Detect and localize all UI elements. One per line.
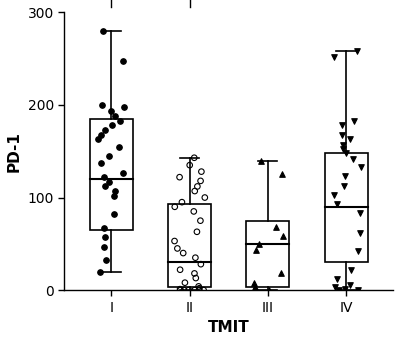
Point: [172, 204, 178, 210]
Point: [252, 287, 258, 293]
Point: [112, 188, 118, 194]
Point: [106, 153, 113, 159]
Point: [198, 261, 204, 267]
Point: [258, 158, 264, 163]
Point: [346, 136, 353, 142]
Bar: [168, 204, 211, 287]
Point: [171, 238, 178, 244]
Point: [97, 160, 104, 166]
Point: [266, 287, 272, 293]
Point: [190, 209, 197, 214]
Point: [251, 280, 258, 286]
Point: [334, 201, 340, 207]
Point: [102, 184, 108, 189]
Point: [332, 285, 338, 290]
Point: [342, 286, 348, 292]
Point: [350, 118, 357, 123]
Point: [177, 267, 183, 273]
X-axis label: TMIT: TMIT: [208, 320, 250, 335]
Point: [98, 132, 105, 137]
Point: [330, 54, 337, 60]
Point: [196, 286, 202, 291]
Point: [277, 271, 284, 276]
Point: [192, 255, 198, 260]
Point: [116, 144, 122, 149]
Point: [181, 287, 187, 293]
Bar: [324, 153, 368, 262]
Point: [196, 284, 202, 289]
Point: [177, 286, 183, 292]
Point: [273, 224, 280, 230]
Point: [99, 102, 105, 108]
Point: [338, 123, 345, 128]
Point: [186, 162, 193, 168]
Point: [331, 192, 337, 197]
Point: [101, 174, 107, 180]
Point: [342, 173, 348, 179]
Point: [279, 172, 285, 177]
Point: [116, 118, 123, 123]
Point: [110, 193, 117, 198]
Point: [179, 199, 185, 205]
Point: [180, 250, 186, 256]
Point: [334, 276, 340, 282]
Point: [194, 229, 200, 235]
Point: [105, 179, 112, 185]
Point: [191, 271, 198, 276]
Point: [121, 104, 128, 109]
Point: [338, 132, 345, 137]
Point: [111, 211, 118, 217]
Point: [251, 285, 258, 290]
Point: [341, 183, 347, 188]
Point: [192, 188, 198, 194]
Point: [357, 164, 364, 170]
Point: [120, 58, 126, 63]
Point: [177, 287, 184, 293]
Point: [176, 174, 183, 180]
Bar: [90, 119, 133, 230]
Point: [192, 287, 198, 293]
Point: [101, 225, 107, 231]
Point: [103, 258, 109, 263]
Point: [340, 147, 346, 152]
Point: [280, 234, 286, 239]
Point: [340, 142, 346, 147]
Point: [95, 136, 101, 142]
Point: [194, 184, 200, 189]
Point: [343, 150, 350, 156]
Point: [355, 249, 361, 254]
Point: [202, 195, 208, 200]
Point: [353, 49, 360, 54]
Point: [186, 287, 192, 293]
Point: [112, 113, 118, 119]
Point: [354, 287, 361, 293]
Point: [99, 28, 106, 34]
Point: [108, 109, 114, 114]
Point: [191, 155, 198, 160]
Point: [200, 287, 207, 293]
Point: [192, 275, 199, 281]
Point: [197, 178, 204, 184]
Point: [182, 280, 188, 286]
Point: [198, 169, 204, 174]
Point: [101, 235, 108, 240]
Point: [197, 218, 204, 223]
Point: [120, 170, 126, 175]
Point: [256, 241, 262, 247]
Bar: [246, 221, 289, 287]
Point: [253, 248, 260, 253]
Point: [196, 287, 202, 293]
Point: [357, 230, 363, 235]
Point: [109, 123, 115, 128]
Point: [174, 246, 180, 251]
Point: [357, 211, 364, 216]
Y-axis label: PD-1: PD-1: [7, 131, 22, 172]
Point: [97, 269, 103, 274]
Point: [100, 244, 107, 249]
Point: [102, 127, 108, 133]
Point: [335, 287, 342, 293]
Point: [350, 156, 356, 161]
Point: [348, 267, 354, 273]
Point: [347, 282, 354, 287]
